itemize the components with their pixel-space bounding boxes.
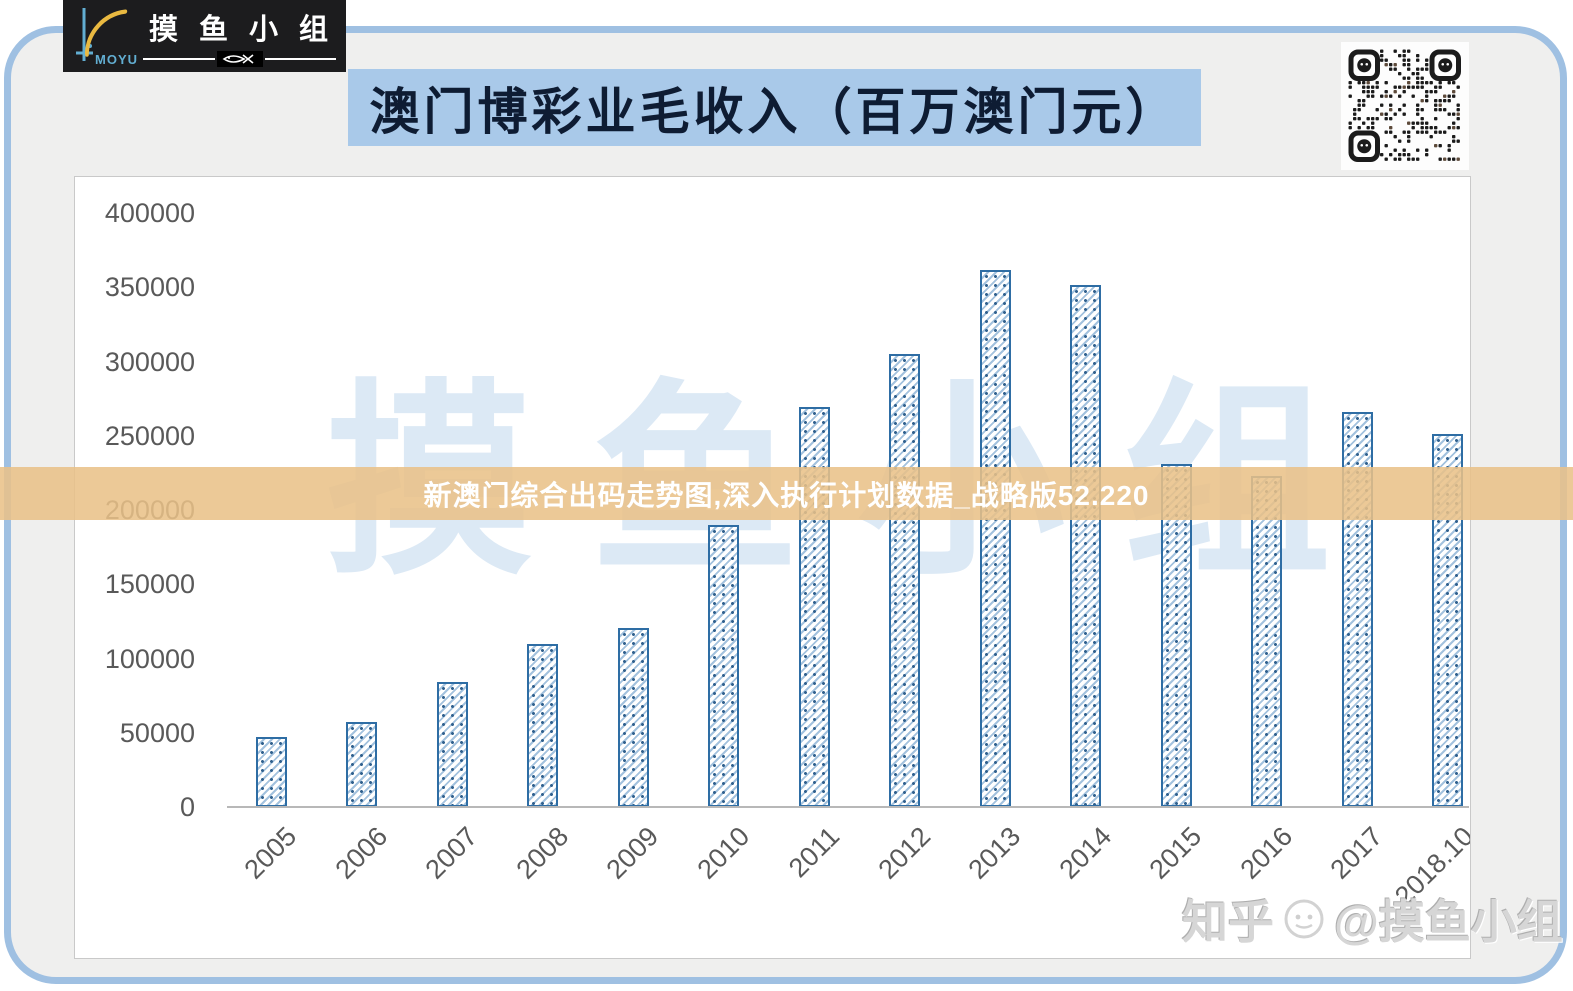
bar-2008 [527, 643, 558, 807]
bar-2015 [1160, 464, 1192, 807]
bar-2012 [889, 353, 920, 807]
zhihu-watermark-right: @摸鱼小组 [1334, 896, 1563, 948]
y-axis-tick-label: 150000 [104, 569, 195, 600]
moyu-logo: MOYU 摸鱼小组 [63, 0, 346, 72]
bar-2014 [1070, 284, 1101, 807]
y-axis-tick-label: 50000 [119, 717, 195, 748]
bar-2010 [708, 525, 739, 807]
fish-logo-icon [76, 8, 128, 61]
logo-cn-block: 摸鱼小组 [143, 6, 336, 67]
y-axis-tick-label: 400000 [104, 198, 195, 228]
bar-2006 [346, 721, 377, 807]
x-axis-line [227, 806, 1469, 808]
fish-divider-icon [216, 50, 263, 67]
y-axis-tick-label: 250000 [104, 420, 195, 451]
zhihu-watermark: 知乎 @摸鱼小组 [1182, 886, 1563, 952]
zhihu-watermark-left: 知乎 [1182, 896, 1274, 948]
y-axis-tick-label: 0 [179, 792, 195, 822]
bar-2007 [436, 682, 468, 807]
logo-char: 组 [298, 13, 330, 46]
chart-title-banner: 澳门博彩业毛收入（百万澳门元） [348, 69, 1201, 146]
logo-group-name: 摸鱼小组 [143, 6, 336, 48]
qr-code [1341, 42, 1469, 170]
logo-char: 小 [248, 13, 280, 46]
logo-char: 鱼 [198, 13, 230, 46]
logo-icon-wrap: MOYU [73, 3, 138, 69]
page-title: 澳门博彩业毛收入（百万澳门元） [369, 83, 1180, 140]
logo-moyu-text: MOYU [95, 52, 138, 67]
y-axis-tick-label: 350000 [104, 272, 195, 303]
y-axis-tick-label: 300000 [104, 346, 195, 377]
bar-2009 [617, 628, 649, 807]
bar-2016 [1251, 475, 1282, 807]
y-axis-tick-label: 100000 [104, 643, 195, 674]
logo-underline [143, 50, 336, 67]
avatar-circle-icon [1284, 899, 1324, 939]
logo-char: 摸 [149, 13, 181, 46]
overlay-banner: 新澳门综合出码走势图,深入执行计划数据_战略版52.220 [0, 467, 1573, 520]
overlay-banner-text: 新澳门综合出码走势图,深入执行计划数据_战略版52.220 [423, 479, 1150, 511]
bar-2005 [255, 737, 287, 807]
chart-area: 摸鱼小组 05000010000015000020000025000030000… [74, 176, 1471, 959]
bar-2013 [979, 269, 1011, 807]
